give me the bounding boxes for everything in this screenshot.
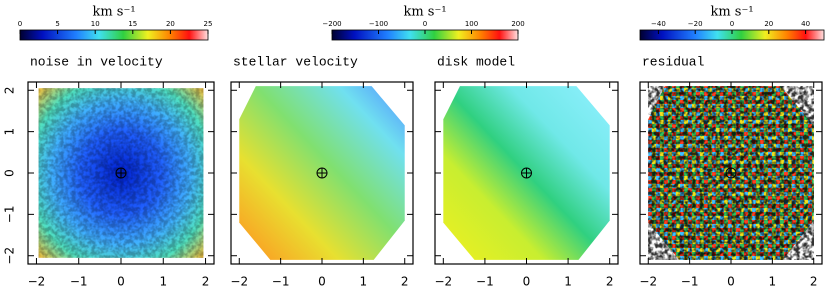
x-tick-label: 1 xyxy=(159,275,167,289)
y-tick-label: 0 xyxy=(3,169,17,177)
colorbar-tick-label: 0 xyxy=(730,20,734,28)
colorbar-tick-label: 0 xyxy=(18,20,22,28)
y-tick-label: 1 xyxy=(3,128,17,136)
x-tick-label: −2 xyxy=(230,275,248,289)
colorbar-tick-label: 25 xyxy=(204,20,213,28)
panel-title: stellar velocity xyxy=(233,54,358,69)
colorbar-tick-label: 20 xyxy=(166,20,175,28)
colorbar-tick-label: −40 xyxy=(651,20,666,28)
x-tick-label: −1 xyxy=(272,275,290,289)
x-tick-label: 0 xyxy=(117,275,125,289)
colorbar xyxy=(19,29,209,41)
panel-title: noise in velocity xyxy=(30,54,163,69)
x-tick-label: 0 xyxy=(523,275,531,289)
panel-title: residual xyxy=(642,54,705,69)
colorbar-tick-label: 15 xyxy=(128,20,137,28)
x-tick-label: −2 xyxy=(639,275,657,289)
colorbar-tick-label: 20 xyxy=(764,20,773,28)
colorbar-tick-label: 100 xyxy=(465,20,478,28)
colorbar-tick-label: −200 xyxy=(322,20,341,28)
x-tick-label: 2 xyxy=(202,275,210,289)
colorbar-label: km s⁻¹ xyxy=(92,5,135,20)
colorbar-label: km s⁻¹ xyxy=(710,5,753,20)
colorbar-tick-label: −100 xyxy=(369,20,388,28)
x-tick-label: −1 xyxy=(476,275,494,289)
y-tick-label: 2 xyxy=(3,86,17,94)
x-tick-label: 2 xyxy=(810,275,818,289)
colorbar-tick-label: 200 xyxy=(511,20,524,28)
colorbar-tick-label: 40 xyxy=(801,20,810,28)
x-tick-label: −2 xyxy=(434,275,452,289)
x-tick-label: −2 xyxy=(28,275,46,289)
x-tick-label: 0 xyxy=(727,275,735,289)
colorbar-tick-label: −20 xyxy=(688,20,703,28)
y-tick-label: −2 xyxy=(3,247,17,265)
x-tick-label: −1 xyxy=(681,275,699,289)
colorbar-tick-label: 5 xyxy=(55,20,59,28)
x-tick-label: 2 xyxy=(401,275,409,289)
panel-title: disk model xyxy=(437,54,515,69)
x-tick-label: 2 xyxy=(606,275,614,289)
x-tick-label: 1 xyxy=(360,275,368,289)
y-tick-label: −1 xyxy=(3,206,17,224)
colorbar-tick-label: 10 xyxy=(91,20,100,28)
x-tick-label: −1 xyxy=(70,275,88,289)
x-tick-label: 0 xyxy=(318,275,326,289)
x-tick-label: 1 xyxy=(564,275,572,289)
colorbar-tick-label: 0 xyxy=(423,20,427,28)
x-tick-label: 1 xyxy=(769,275,777,289)
colorbar-label: km s⁻¹ xyxy=(403,5,446,20)
